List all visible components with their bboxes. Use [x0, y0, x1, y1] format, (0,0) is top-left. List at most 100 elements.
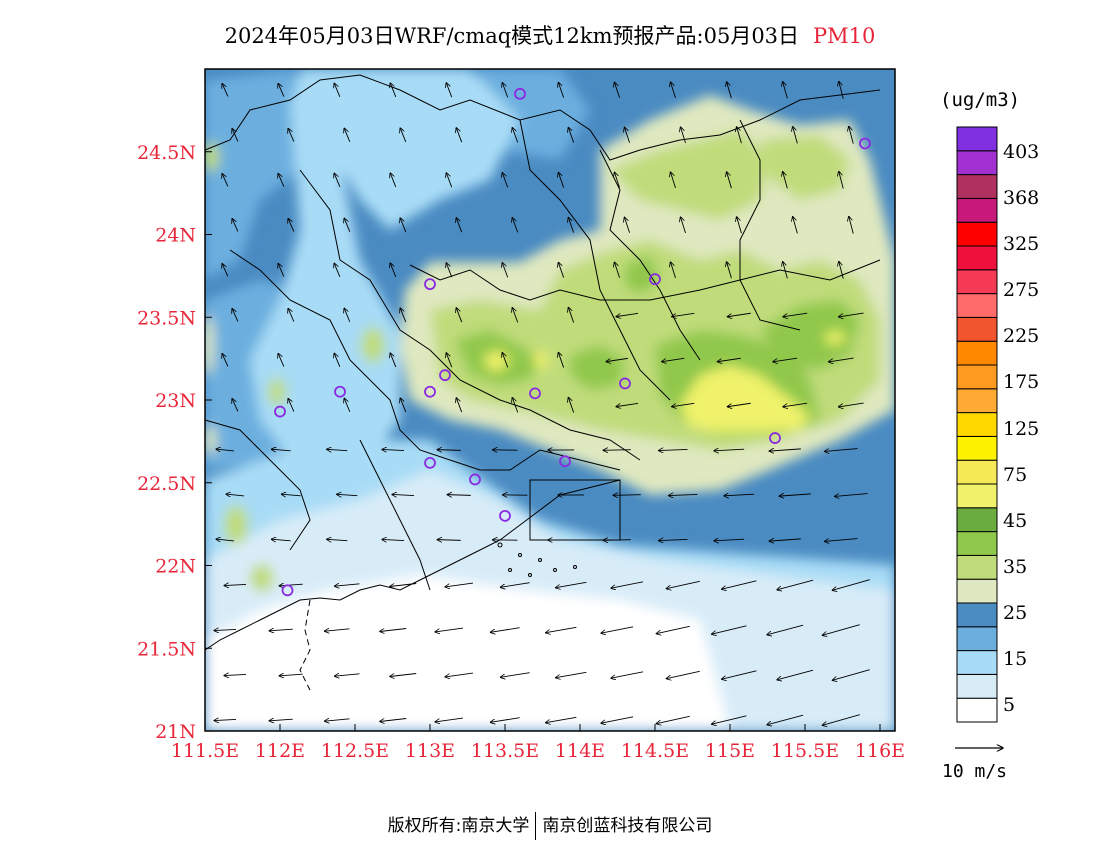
- wind-arrow: [400, 218, 407, 233]
- wind-arrow: [712, 715, 747, 724]
- wind-arrow: [616, 312, 638, 316]
- station-marker: [334, 385, 346, 398]
- wind-arrow: [216, 449, 235, 451]
- wind-arrow: [606, 357, 628, 361]
- station-marker: [559, 455, 571, 468]
- wind-arrow: [546, 716, 577, 722]
- wind-arrow: [278, 353, 285, 367]
- wind-arrow: [672, 312, 695, 316]
- wind-arrow: [666, 670, 700, 678]
- legend-label: 368: [1003, 187, 1040, 210]
- wind-arrow: [828, 357, 854, 362]
- wind-arrow: [214, 719, 237, 720]
- wind-arrow: [822, 714, 860, 726]
- legend-label: 15: [1003, 647, 1028, 670]
- x-tick-label: 114E: [555, 740, 605, 762]
- wind-arrow: [556, 671, 587, 677]
- legend-swatch: [956, 673, 998, 699]
- legend-swatch: [956, 435, 998, 461]
- y-tick-label: 23N: [155, 390, 196, 412]
- wind-arrow: [390, 173, 397, 188]
- wind-arrow: [558, 82, 565, 98]
- wind-arrow: [558, 352, 565, 368]
- legend-swatch: [956, 412, 998, 437]
- wind-arrow: [502, 353, 509, 368]
- wind-arrow: [783, 402, 808, 407]
- wind-arrow: [669, 494, 698, 495]
- legend-swatch: [956, 388, 998, 414]
- wind-arrow: [278, 263, 285, 277]
- wind-arrow: [382, 449, 405, 450]
- wind-arrow: [335, 674, 360, 676]
- wind-arrow: [456, 308, 463, 323]
- wind-arrow: [727, 262, 732, 279]
- wind-arrow: [613, 495, 641, 496]
- wind-arrow: [271, 449, 291, 451]
- wind-arrow: [769, 449, 801, 451]
- wind-arrow: [222, 174, 229, 187]
- station-marker: [274, 405, 286, 418]
- legend-label: 325: [1003, 233, 1040, 256]
- wind-arrow: [344, 218, 351, 232]
- wind-arrow: [568, 397, 575, 413]
- y-tick-label: 22N: [155, 556, 196, 578]
- wind-vector-field: [214, 81, 870, 725]
- wind-arrow: [783, 172, 788, 189]
- legend-label: 403: [1003, 141, 1040, 163]
- wind-arrow: [281, 494, 301, 496]
- wind-arrow: [279, 584, 303, 586]
- wind-arrow: [325, 629, 350, 631]
- wind-arrow: [839, 81, 844, 99]
- wind-arrow: [224, 584, 247, 585]
- wind-arrow: [624, 127, 630, 143]
- wind-arrow: [601, 626, 634, 633]
- wind-arrow: [672, 402, 695, 406]
- station-marker: [424, 278, 436, 291]
- wind-arrow: [624, 217, 630, 233]
- wind-arrow: [400, 308, 407, 323]
- wind-arrow: [603, 540, 631, 541]
- wind-arrow: [558, 172, 565, 188]
- x-tick-label: 114.5E: [621, 740, 689, 762]
- wind-arrow: [839, 171, 844, 189]
- station-marker: [281, 584, 294, 597]
- wind-arrow: [793, 217, 798, 234]
- wind-arrow: [269, 719, 293, 721]
- wind-arrow: [502, 263, 509, 278]
- wind-arrow: [656, 715, 690, 723]
- wind-arrow: [767, 714, 804, 725]
- wind-arrow: [400, 398, 407, 413]
- wind-arrow: [288, 398, 295, 412]
- wind-arrow: [737, 217, 742, 234]
- wind-arrow: [337, 494, 358, 495]
- map-title: 2024年05月03日WRF/cmaq模式12km预报产品:05月03日 PM10: [0, 20, 1100, 50]
- wind-arrow: [382, 539, 405, 540]
- legend-label: 45: [1003, 509, 1028, 532]
- legend-swatch: [956, 197, 998, 223]
- wind-arrow: [288, 218, 295, 232]
- legend-label: 125: [1003, 417, 1040, 440]
- wind-arrow: [390, 673, 417, 676]
- wind-arrow: [662, 357, 685, 361]
- wind-arrow: [777, 669, 814, 680]
- wind-arrow: [502, 83, 509, 98]
- wind-arrow: [724, 494, 755, 496]
- legend-label: 75: [1003, 463, 1028, 486]
- copyright-owner: 版权所有:南京大学: [387, 816, 530, 836]
- x-tick-label: 113.5E: [471, 740, 539, 762]
- wind-arrow: [773, 357, 798, 362]
- legend-swatch: [956, 459, 998, 485]
- legend-swatch: [956, 483, 998, 509]
- wind-arrow: [456, 218, 463, 233]
- legend-swatch: [956, 626, 998, 652]
- legend-swatch: [956, 269, 998, 295]
- wind-arrow: [512, 128, 519, 143]
- wind-arrow: [680, 217, 686, 234]
- wind-arrow: [656, 625, 690, 633]
- wind-arrow: [568, 127, 575, 143]
- wind-arrow: [825, 538, 858, 542]
- wind-arrow: [737, 127, 742, 144]
- wind-arrow: [659, 449, 688, 450]
- title-main: 2024年05月03日WRF/cmaq模式12km预报产品:05月03日: [224, 24, 800, 48]
